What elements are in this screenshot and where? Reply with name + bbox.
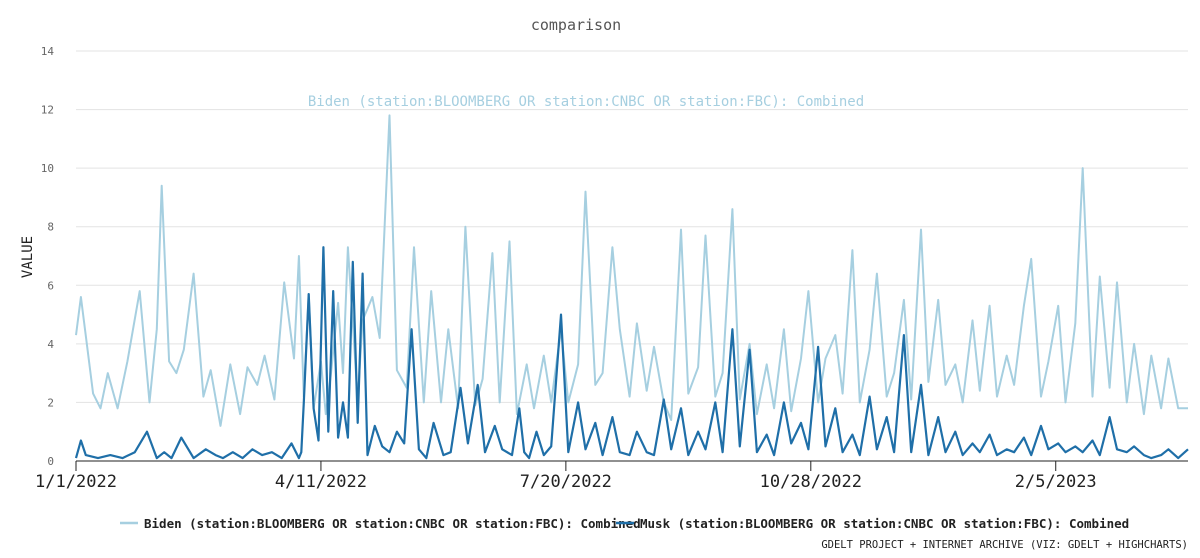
series-lines — [74, 114, 1189, 460]
legend[interactable]: Biden (station:BLOOMBERG OR station:CNBC… — [120, 516, 1129, 531]
x-tick-label: 1/1/2022 — [35, 472, 117, 492]
series-line-musk[interactable] — [74, 246, 1189, 460]
x-tick-label: 4/11/2022 — [275, 472, 367, 492]
gridlines — [76, 50, 1188, 403]
y-tick-label: 2 — [47, 396, 54, 409]
y-tick-label: 8 — [47, 221, 54, 234]
x-tick-label: 2/5/2023 — [1015, 472, 1097, 492]
y-tick-label: 14 — [41, 45, 55, 58]
x-tick-label: 7/20/2022 — [520, 472, 612, 492]
series-line-biden[interactable] — [75, 114, 1188, 427]
y-tick-label: 6 — [47, 279, 54, 292]
chart-title: comparison — [531, 16, 621, 34]
y-tick-label: 12 — [41, 104, 54, 117]
y-tick-label: 4 — [47, 338, 54, 351]
legend-label: Musk (station:BLOOMBERG OR station:CNBC … — [640, 516, 1129, 531]
y-tick-label: 10 — [41, 162, 54, 175]
series-annotation: Biden (station:BLOOMBERG OR station:CNBC… — [308, 94, 864, 110]
legend-label: Biden (station:BLOOMBERG OR station:CNBC… — [144, 516, 641, 531]
x-tick-label: 10/28/2022 — [760, 472, 862, 492]
x-axis-ticks: 1/1/2022 4/11/2022 7/20/2022 10/28/2022 2/5/… — [35, 461, 1097, 492]
y-axis-label: VALUE — [20, 236, 36, 278]
legend-item-musk[interactable]: Musk (station:BLOOMBERG OR station:CNBC … — [616, 516, 1129, 531]
y-axis-ticks: 0 2 4 6 8 10 12 14 — [41, 45, 55, 468]
legend-item-biden[interactable]: Biden (station:BLOOMBERG OR station:CNBC… — [120, 516, 641, 531]
credits: GDELT PROJECT + INTERNET ARCHIVE (VIZ: G… — [821, 539, 1188, 551]
y-tick-label: 0 — [47, 455, 54, 468]
